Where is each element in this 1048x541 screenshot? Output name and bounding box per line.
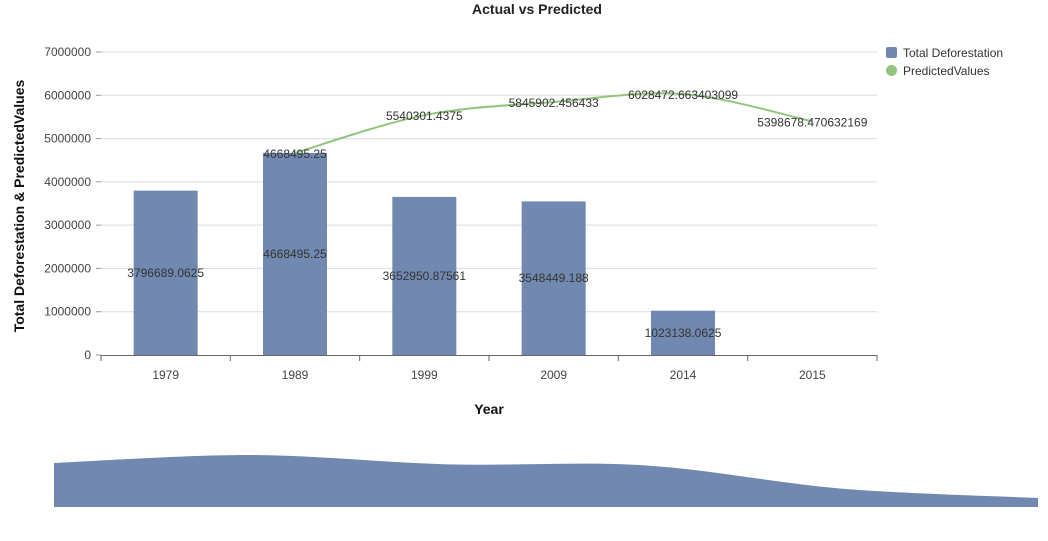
navigator-area [54, 454, 1038, 507]
y-gridlines [101, 51, 877, 313]
y-tick-label: 3000000 [44, 218, 91, 232]
y-tick-label: 4000000 [44, 175, 91, 189]
range-navigator[interactable] [54, 454, 1038, 507]
bar-data-label: 3652950.87561 [383, 269, 467, 283]
chart-legend[interactable]: Total Deforestation PredictedValues [886, 46, 1003, 78]
line-data-label: 4668495.25 [263, 147, 327, 161]
x-tick-label: 2009 [540, 368, 567, 382]
bar-series-total-deforestation [133, 152, 715, 355]
y-tick-label: 2000000 [44, 261, 91, 275]
legend-label: Total Deforestation [903, 46, 1003, 60]
bar-data-label: 3796689.0625 [127, 266, 204, 280]
bar-data-label: 3548449.188 [519, 271, 589, 285]
bar-total-deforestation [651, 310, 715, 355]
chart-title: Actual vs Predicted [472, 1, 602, 17]
bar-total-deforestation [392, 196, 457, 355]
line-series-predicted-values [294, 92, 813, 154]
legend-label: PredictedValues [903, 64, 990, 78]
bar-total-deforestation [521, 201, 586, 355]
line-data-label: 5540301.4375 [386, 109, 463, 123]
bar-total-deforestation [263, 152, 327, 355]
x-tick-label: 2015 [799, 368, 826, 382]
y-axis-ticks: 0 1000000 2000000 3000000 4000000 5000000 6000… [44, 45, 101, 362]
line-data-label: 5398678.470632169 [757, 115, 867, 129]
line-data-label: 5845902.456433 [509, 96, 599, 110]
bar-data-label: 4668495.25 [263, 247, 327, 261]
x-axis: 1979 1989 1999 2009 2014 2015 [100, 355, 878, 382]
y-tick-label: 7000000 [44, 45, 91, 59]
legend-swatch-circle [886, 65, 897, 76]
x-axis-label: Year [474, 401, 504, 417]
legend-item[interactable]: PredictedValues [886, 64, 990, 78]
y-tick-label: 6000000 [44, 88, 91, 102]
y-tick-label: 5000000 [44, 132, 91, 146]
y-tick-label: 1000000 [44, 305, 91, 319]
legend-swatch-bar [886, 47, 897, 58]
data-labels: 3796689.0625 4668495.25 3652950.87561 35484… [127, 88, 867, 340]
x-tick-label: 1979 [152, 368, 179, 382]
legend-item[interactable]: Total Deforestation [886, 46, 1003, 60]
y-tick-label: 0 [84, 348, 91, 362]
bar-data-label: 1023138.0625 [645, 326, 722, 340]
bar-total-deforestation [133, 190, 198, 355]
x-tick-label: 2014 [670, 368, 697, 382]
line-data-label: 6028472.663403099 [628, 88, 738, 102]
x-tick-label: 1999 [411, 368, 438, 382]
y-axis-label: Total Deforestation & PredictedValues [11, 80, 27, 333]
predicted-values-line [294, 92, 813, 154]
x-tick-label: 1989 [282, 368, 309, 382]
